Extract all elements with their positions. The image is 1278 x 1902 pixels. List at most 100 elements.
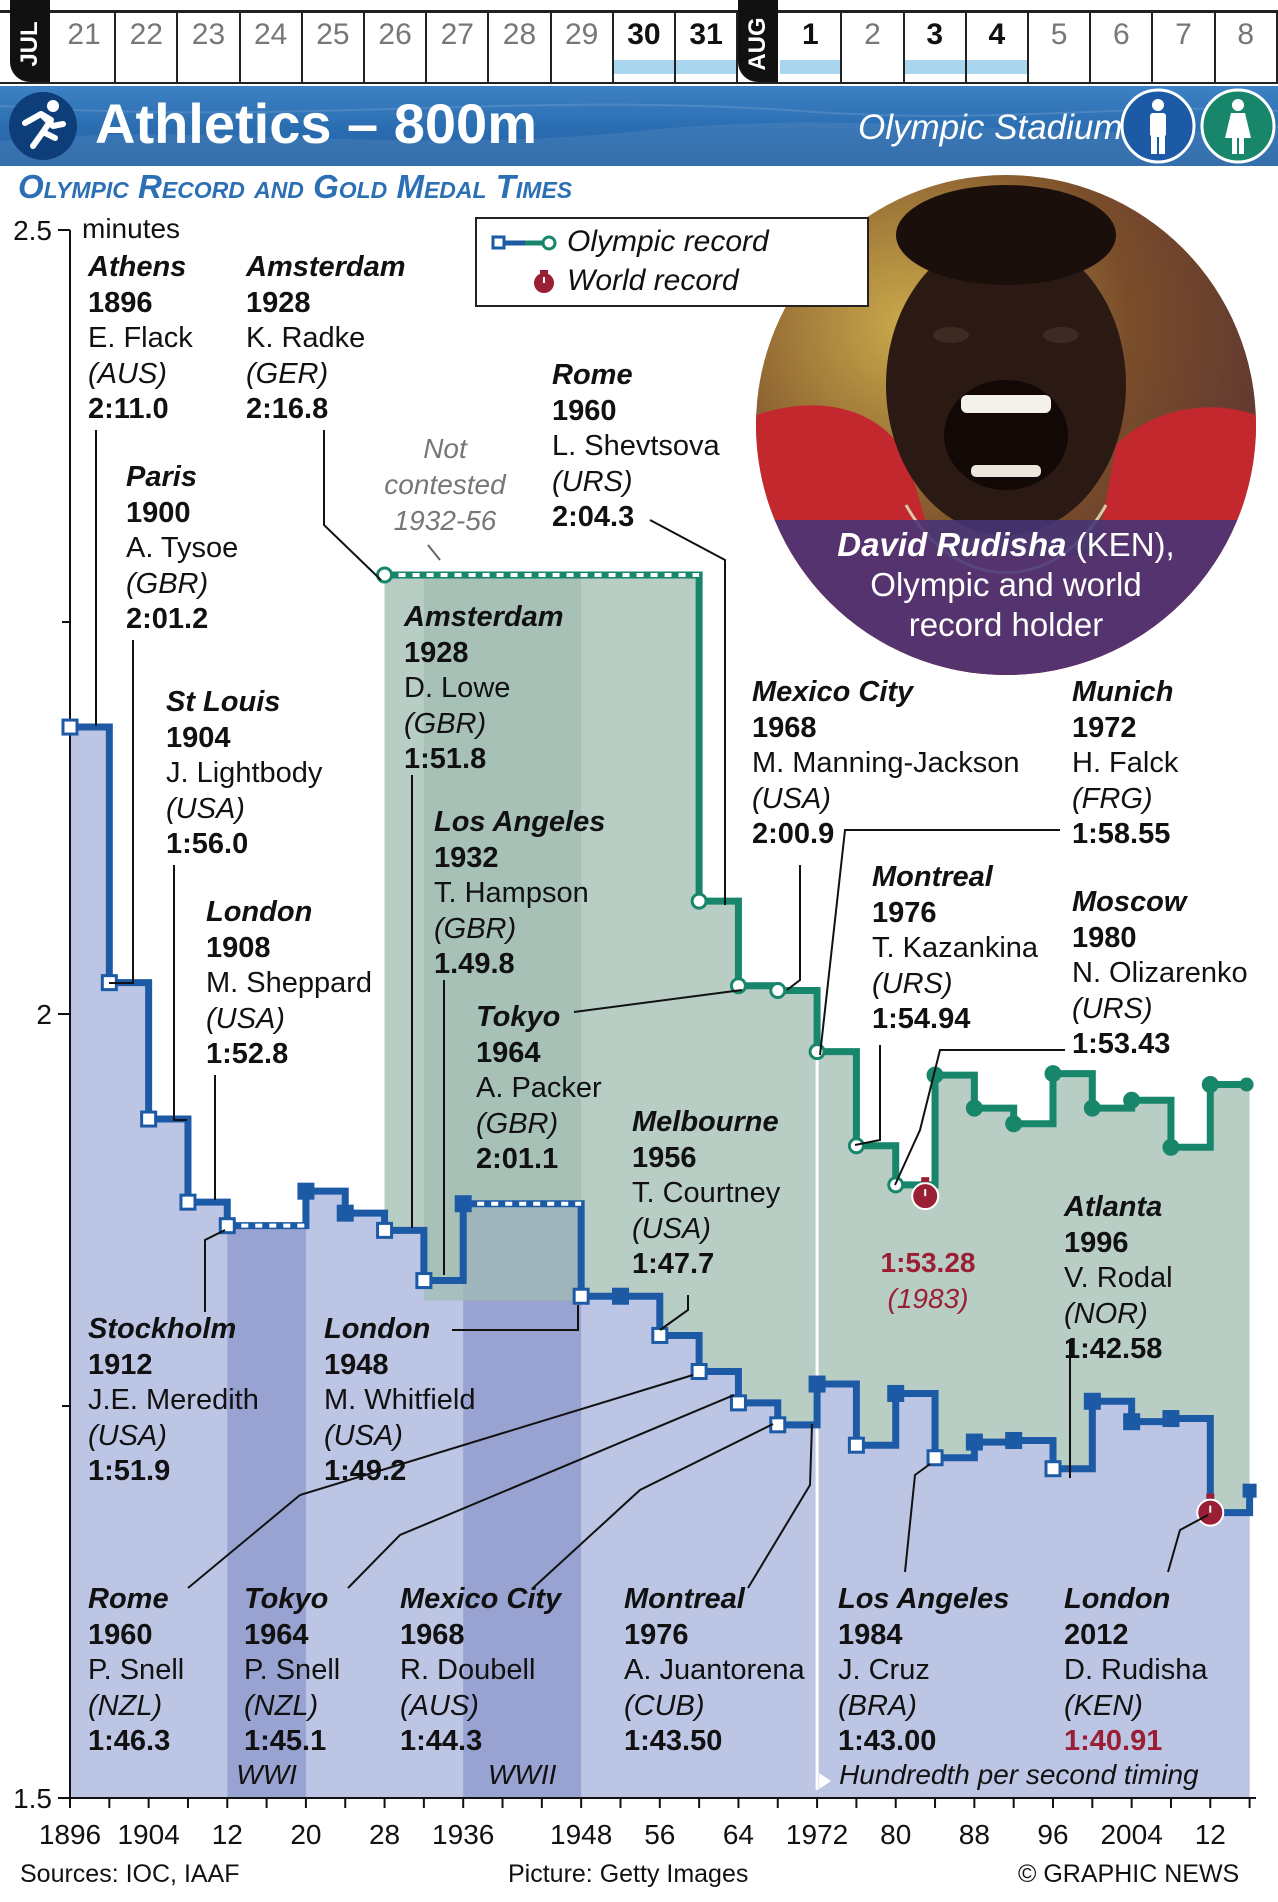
graphic-news-credit: © GRAPHIC NEWS [1018, 1860, 1240, 1888]
man-icon [1120, 88, 1196, 164]
photo-caption-band [756, 520, 1256, 675]
men-data-point [336, 1204, 354, 1222]
calendar-event-bar [613, 60, 674, 74]
leader-line-london1948 [452, 1305, 579, 1331]
calendar-day-6: 6 [1091, 12, 1154, 82]
women-data-point [808, 1043, 826, 1061]
women-data-point [729, 977, 747, 995]
leader-line-melbourne1956 [659, 1295, 689, 1331]
leader-line-moscow1980 [894, 1049, 1065, 1186]
wwi-label: WWI [236, 1759, 297, 1790]
calendar-day-7: 7 [1153, 12, 1216, 82]
men-data-point [1162, 1410, 1180, 1428]
men-record-line [70, 723, 1254, 1517]
men-data-point [140, 1110, 158, 1128]
x-tick-label: 1972 [786, 1819, 848, 1850]
calendar-day-1: 1 [780, 12, 843, 82]
men-data-point [1242, 1483, 1257, 1498]
woman-icon [1200, 88, 1276, 164]
calendar-day-29: 29 [552, 12, 614, 82]
men-data-point [454, 1195, 472, 1213]
venue-label: Olympic Stadium [858, 108, 1123, 147]
photo-caption: David Rudisha (KEN), Olympic and world r… [756, 525, 1256, 645]
calendar-day-4: 4 [967, 12, 1029, 82]
men-data-point [1083, 1392, 1101, 1410]
leader-line-tokyo1964w [573, 989, 743, 1013]
women-data-point [1162, 1138, 1180, 1156]
x-tick-label: 20 [290, 1819, 321, 1850]
timing-note: Hundredth per second timing [839, 1759, 1199, 1790]
women-data-point [1201, 1076, 1219, 1094]
y-tick-label: 2 [36, 999, 52, 1030]
legend: Olympic record World record [475, 217, 869, 307]
wwii-band-women [423, 574, 582, 1301]
leader-line-london2012 [1167, 1514, 1209, 1573]
x-tick-label: 12 [212, 1819, 243, 1850]
leader-line-rome1960m [187, 1374, 694, 1589]
photo-caption-line2: Olympic and world [870, 566, 1142, 603]
men-data-point [179, 1193, 197, 1211]
men-data-point [651, 1326, 669, 1344]
calendar-day-8: 8 [1216, 12, 1278, 82]
leader-line-stockholm1912 [204, 1229, 226, 1312]
women-data-point [1083, 1099, 1101, 1117]
x-tick-label: 2004 [1100, 1819, 1162, 1850]
women-data-point [1005, 1115, 1023, 1133]
women-data-point [376, 566, 394, 584]
runner-icon [9, 92, 77, 160]
calendar-day-27: 27 [427, 12, 490, 82]
calendar-day-22: 22 [116, 12, 179, 82]
y-tick-label: 2.5 [13, 215, 52, 246]
men-data-point [297, 1182, 315, 1200]
leader-line-tokyo1964m [347, 1394, 735, 1589]
x-tick-label: 1936 [432, 1819, 494, 1850]
picture-credit: Picture: Getty Images [508, 1860, 749, 1888]
men-data-point [887, 1384, 905, 1402]
men-data-point [611, 1287, 629, 1305]
calendar-day-25: 25 [303, 12, 365, 82]
olympic-record-swatch [491, 235, 557, 251]
calendar-day-21: 21 [54, 12, 117, 82]
women-data-point [769, 981, 787, 999]
men-data-point [926, 1449, 944, 1467]
leader-line-rome1960w [649, 519, 726, 905]
photo-caption-country: (KEN), [1066, 526, 1175, 563]
calendar-event-bar [966, 60, 1027, 74]
x-tick-label: 1896 [39, 1819, 101, 1850]
calendar-day-30: 30 [614, 12, 676, 82]
calendar-day-3: 3 [905, 12, 967, 82]
leader-line-mexico1968w [786, 865, 801, 991]
x-tick-label: 1904 [117, 1819, 179, 1850]
world-record-year: (1983) [888, 1283, 969, 1314]
calendar-event-bar [780, 60, 841, 74]
women-data-point [965, 1099, 983, 1117]
legend-world-record: World record [567, 264, 739, 297]
men-data-point [61, 718, 79, 736]
women-data-point [1044, 1065, 1062, 1083]
calendar-day-2: 2 [842, 12, 905, 82]
men-data-point [729, 1394, 747, 1412]
photo-caption-name: David Rudisha [837, 526, 1067, 563]
men-data-point [572, 1287, 590, 1305]
calendar-day-26: 26 [365, 12, 428, 82]
header-banner: Athletics – 800m Olympic Stadium [0, 86, 1278, 166]
calendar-event-bar [676, 60, 737, 74]
month-tab-jul: JUL [10, 0, 50, 82]
not-contested-pointer [427, 544, 441, 561]
wwi-band [227, 1225, 306, 1798]
calendar-bottom-rule [0, 82, 1278, 84]
timing-arrow [819, 1773, 832, 1789]
x-tick-label: 96 [1037, 1819, 1068, 1850]
not-contested-note: 1932-56 [394, 505, 497, 536]
x-tick-label: 28 [369, 1819, 400, 1850]
leader-line-mexico1968m [532, 1423, 774, 1589]
men-area-fill [70, 727, 1250, 1798]
month-tab-aug: AUG [738, 0, 779, 82]
y-axis-label: minutes [82, 213, 180, 244]
not-contested-note: Not [423, 433, 468, 464]
women-data-point [690, 892, 708, 910]
men-data-point [415, 1272, 433, 1290]
men-data-point [965, 1433, 983, 1451]
